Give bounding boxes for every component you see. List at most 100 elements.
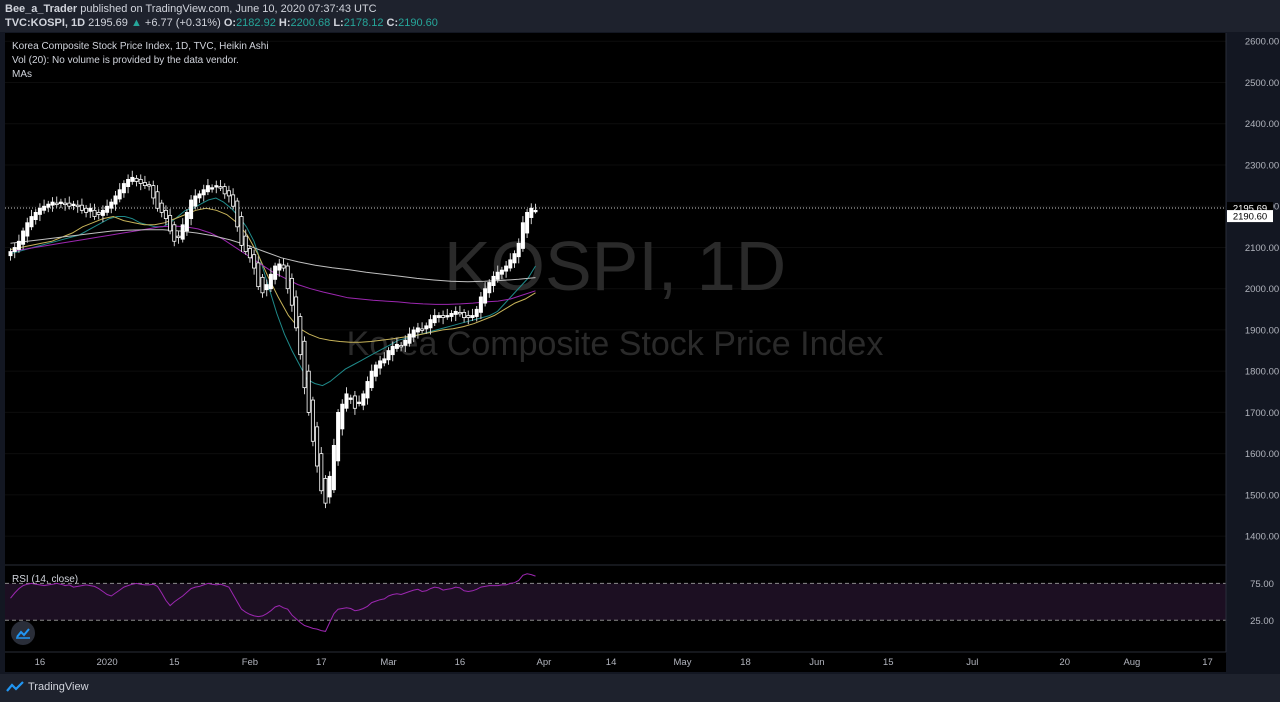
candle-body (403, 339, 408, 346)
candle-body (382, 358, 387, 364)
candle-body (197, 193, 202, 199)
candle-body (348, 397, 353, 400)
candle-body (168, 215, 173, 232)
close-price-tag: 2190.60 (1233, 212, 1267, 223)
candle-body (54, 202, 59, 206)
candle-body (163, 209, 168, 219)
author-name[interactable]: Bee_a_Trader (5, 3, 78, 15)
candle-body (512, 253, 517, 264)
low-value: 2178.12 (343, 17, 384, 29)
candle-body (63, 202, 68, 206)
candle-body (121, 183, 126, 194)
candle-body (235, 200, 240, 228)
chart-canvas[interactable]: KOSPI, 1D Korea Composite Stock Price In… (0, 32, 1280, 672)
rsi-line (10, 573, 536, 632)
candle-body (16, 240, 21, 250)
candle-body (130, 176, 135, 182)
candle-body (113, 195, 118, 205)
ma-legend[interactable]: MAs (12, 69, 32, 80)
time-tick-label: 17 (316, 657, 327, 668)
candle-body (344, 393, 349, 409)
rsi-legend[interactable]: RSI (14, close) (12, 574, 79, 585)
price-tick-label: 1800.00 (1245, 367, 1279, 378)
candle-body (88, 207, 93, 212)
tradingview-brand[interactable]: TradingView (6, 681, 89, 693)
time-tick-label: 20 (1059, 657, 1070, 668)
price-tick-label: 2500.00 (1245, 78, 1279, 89)
candle-body (75, 204, 80, 208)
publish-header: Bee_a_Trader published on TradingView.co… (0, 0, 1280, 32)
candle-body (151, 185, 156, 199)
time-tick-label: 17 (1202, 657, 1213, 668)
candle-body (46, 203, 51, 208)
candle-body (352, 395, 357, 409)
price-tick-label: 1400.00 (1245, 532, 1279, 543)
candle-body (415, 327, 420, 333)
rsi-upper-label: 75.00 (1250, 579, 1274, 590)
candle-body (315, 426, 320, 467)
candle-body (373, 364, 378, 377)
low-label: L: (333, 17, 344, 29)
candle-body (155, 191, 160, 209)
open-value: 2182.92 (236, 17, 276, 29)
candle-body (462, 312, 467, 318)
candle-body (533, 209, 538, 213)
candle-body (134, 177, 139, 182)
price-tick-label: 1900.00 (1245, 325, 1279, 336)
publish-date: published on TradingView.com, June 10, 2… (77, 3, 377, 15)
candle-body (142, 182, 147, 186)
candle-body (117, 189, 122, 200)
candle-body (239, 216, 244, 246)
candle-body (109, 201, 114, 209)
tradingview-cloud-icon[interactable] (11, 621, 35, 645)
chart-area[interactable]: KOSPI, 1D Korea Composite Stock Price In… (0, 32, 1280, 672)
candle-body (243, 235, 248, 252)
symbol-label: TVC:KOSPI, 1D (5, 17, 86, 29)
candle-body (357, 401, 362, 405)
candle-body (8, 251, 13, 257)
time-tick-label: 15 (883, 657, 894, 668)
time-axis[interactable]: 16 2020 15 Feb 17 Mar 16 Apr 14 May 18 Jun 15 Jul 20 Au… (35, 657, 1213, 668)
price-tick-label: 1500.00 (1245, 490, 1279, 501)
candle-body (210, 187, 215, 190)
candle-body (67, 202, 72, 207)
candle-body (205, 185, 210, 193)
candle-body (180, 224, 185, 240)
candle-body (79, 204, 84, 211)
close-value: 2190.60 (398, 17, 438, 29)
candle-body (231, 194, 236, 207)
candle-body (407, 333, 412, 344)
candle-body (483, 288, 488, 304)
watermark-name: Korea Composite Stock Price Index (347, 325, 884, 363)
candle-body (201, 189, 206, 196)
rsi-lower-label: 25.00 (1250, 616, 1274, 627)
candle-body (504, 265, 509, 272)
rsi-axis[interactable]: 75.00 25.00 (1250, 579, 1274, 627)
candle-body (189, 199, 194, 219)
time-tick-label: May (674, 657, 692, 668)
candle-body (474, 308, 479, 317)
rsi-pane (5, 573, 1226, 632)
price-tick-label: 2300.00 (1245, 160, 1279, 171)
up-arrow-icon: ▲ (130, 17, 142, 29)
price-axis[interactable]: 1400.00 1500.00 1600.00 1700.00 1800.00 1900.… (1245, 37, 1279, 543)
high-value: 2200.68 (290, 17, 331, 29)
candles (8, 170, 538, 509)
candle-body (277, 263, 282, 271)
candle-body (508, 259, 513, 269)
time-tick-label: 14 (606, 657, 617, 668)
candle-body (289, 277, 294, 306)
candle-body (491, 275, 496, 286)
candle-body (222, 186, 227, 195)
candle-body (172, 224, 177, 242)
chart-title: Korea Composite Stock Price Index, 1D, T… (12, 41, 269, 52)
cloud-icon (16, 628, 30, 639)
price-tick-label: 2100.00 (1245, 243, 1279, 254)
candle-body (100, 209, 105, 216)
candle-body (58, 201, 63, 204)
candle-body (411, 329, 416, 338)
candle-body (92, 209, 97, 217)
time-tick-label: Jul (966, 657, 978, 668)
candle-body (327, 475, 332, 498)
last-price-tag: 2195.69 (1233, 203, 1267, 214)
